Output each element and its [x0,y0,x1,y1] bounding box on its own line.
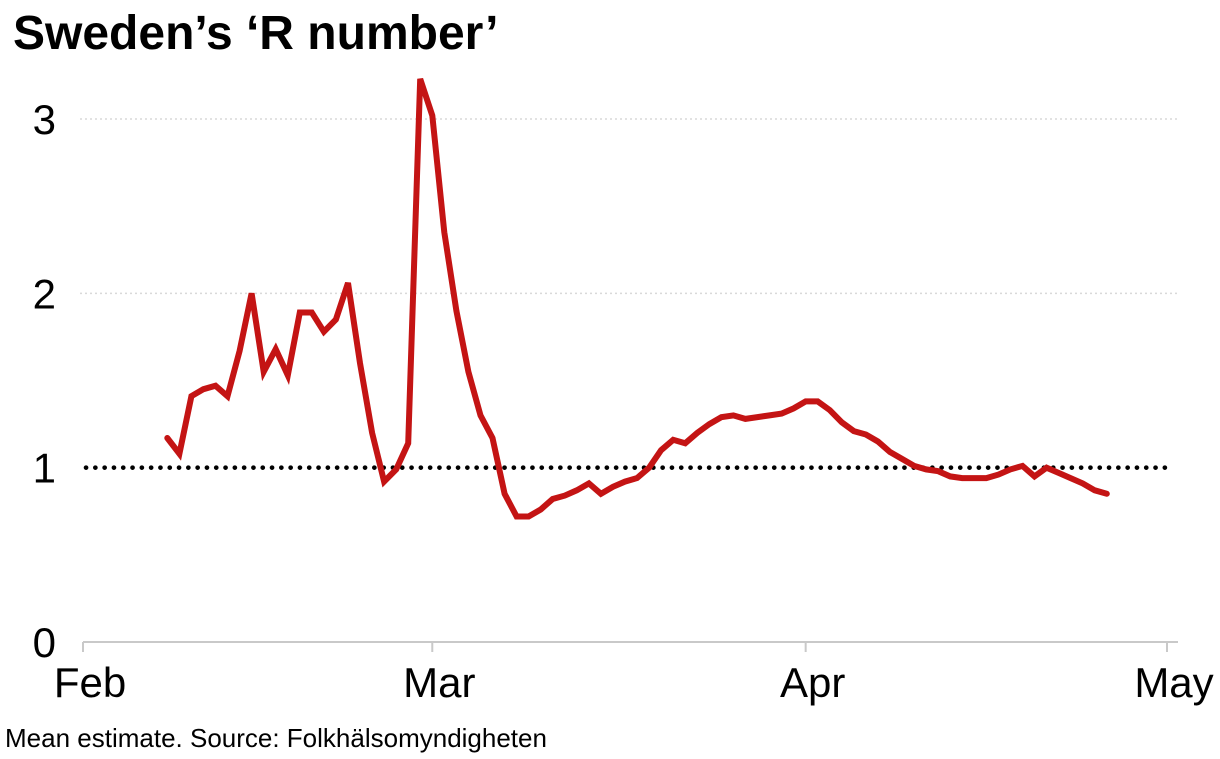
x-tick-label: Mar [403,659,475,706]
x-tick-label: Feb [54,659,126,706]
y-tick-label: 2 [33,270,56,317]
page-title: Sweden’s ‘R number’ [13,7,499,60]
x-tick-label: May [1134,659,1213,706]
x-tick-label: Apr [780,659,845,706]
source-footnote: Mean estimate. Source: Folkhälsomyndighe… [5,723,547,753]
y-tick-label: 1 [33,445,56,492]
y-tick-label: 0 [33,619,56,666]
r-number-series-line [164,77,1110,520]
y-tick-label: 3 [33,96,56,143]
